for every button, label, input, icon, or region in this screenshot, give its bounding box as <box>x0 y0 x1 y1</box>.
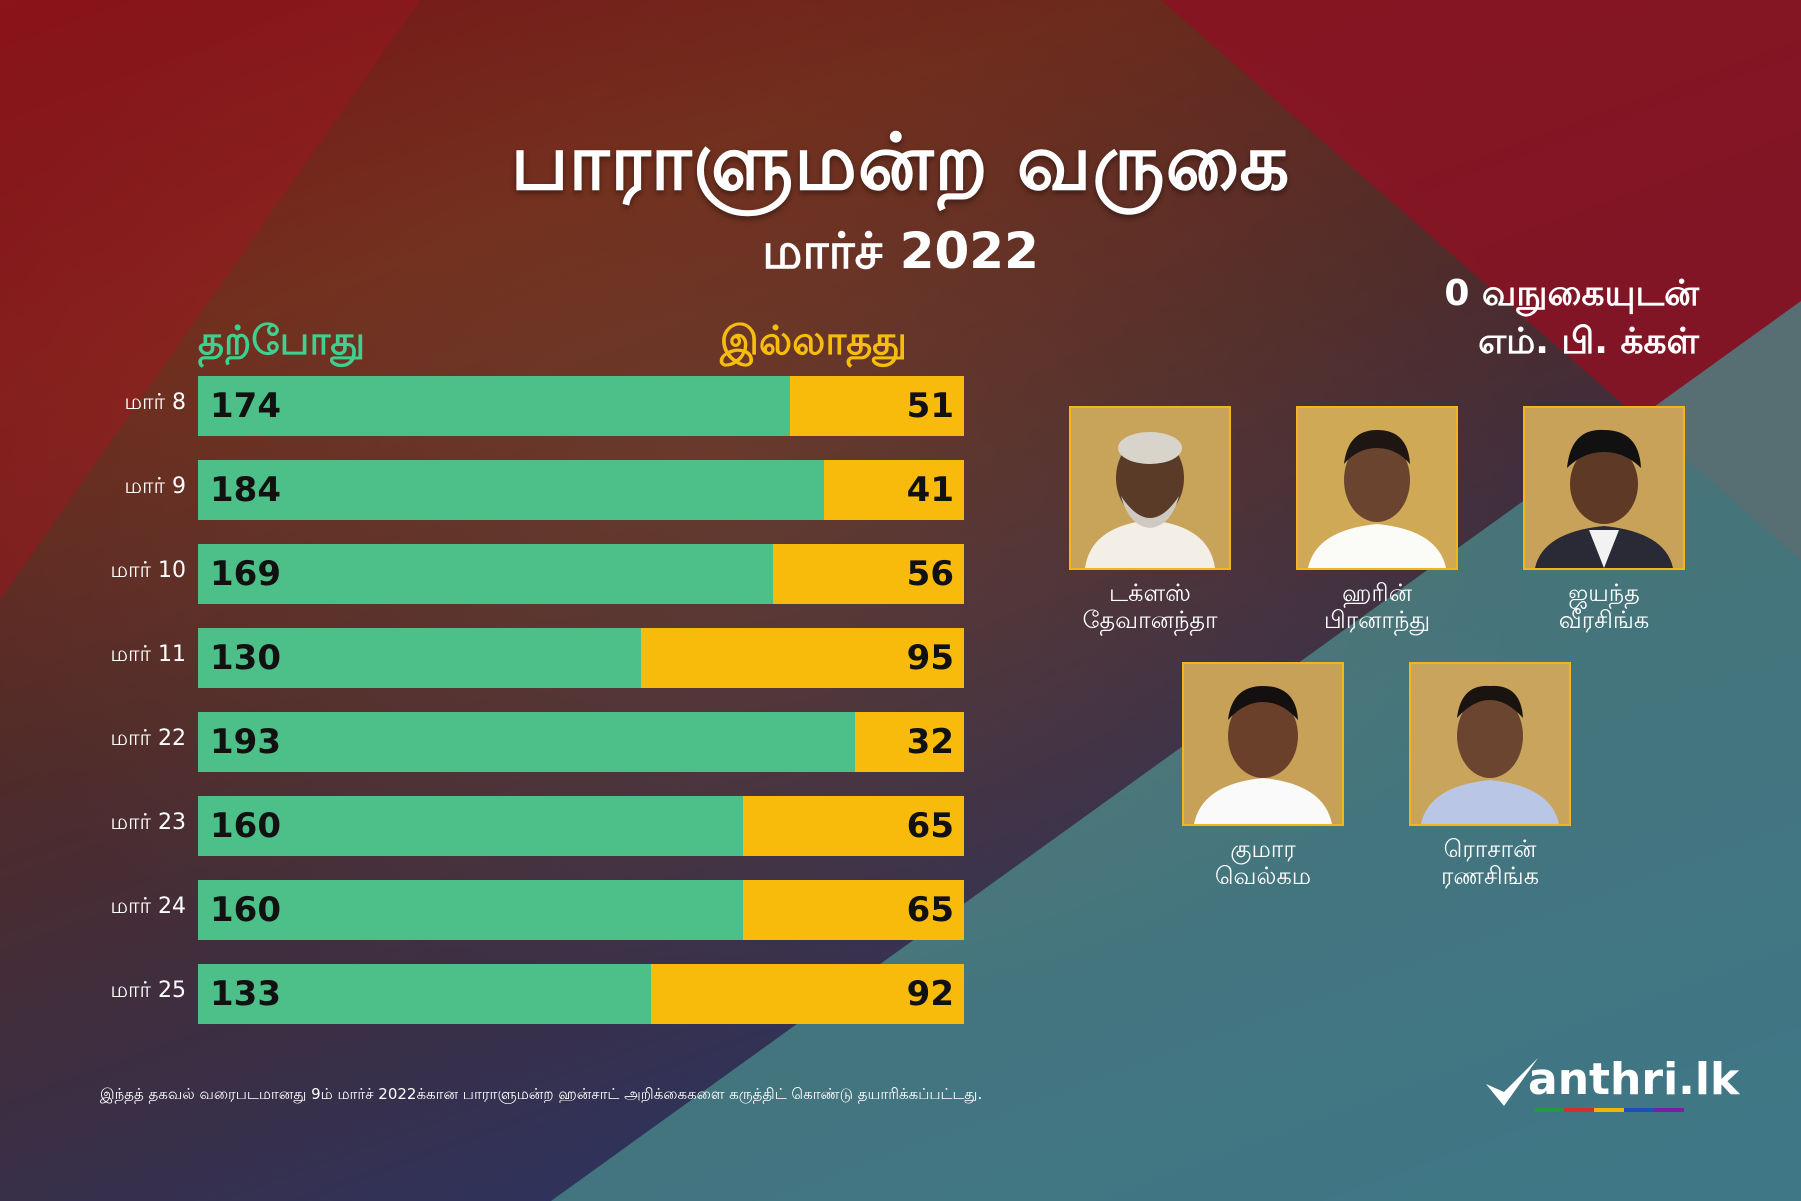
person-portrait-icon <box>1298 408 1456 568</box>
mp-photo <box>1296 406 1458 570</box>
mp-name-line1: டக்ளஸ் <box>1109 579 1191 607</box>
logo-underline-segment <box>1624 1108 1654 1112</box>
mp-photo <box>1182 662 1344 826</box>
bar-segment-absent: 41 <box>824 460 964 520</box>
chart-row: மார் 22 193 32 <box>0 712 980 772</box>
bar-segment-absent: 56 <box>773 544 964 604</box>
stacked-bar: 174 51 <box>198 376 964 436</box>
zero-attendance-heading: 0 வநுகையுடன் எம். பி. க்கள் <box>1279 270 1699 366</box>
value-label-absent: 32 <box>906 722 954 762</box>
value-label-absent: 51 <box>906 386 954 426</box>
value-label-absent: 65 <box>906 890 954 930</box>
stacked-bar: 160 65 <box>198 880 964 940</box>
category-label: மார் 25 <box>110 978 186 1003</box>
category-label: மார் 23 <box>110 810 186 835</box>
legend-present: தற்போது <box>198 318 366 364</box>
mp-photo <box>1409 662 1571 826</box>
mp-name-line2: பிரனாந்து <box>1323 606 1431 634</box>
person-portrait-icon <box>1411 664 1569 824</box>
value-label-absent: 95 <box>906 638 954 678</box>
mp-photo <box>1523 406 1685 570</box>
person-portrait-icon <box>1184 664 1342 824</box>
mp-name-line1: குமார <box>1230 835 1296 863</box>
bar-segment-present: 193 <box>198 712 856 772</box>
page-subtitle: மார்ச் 2022 <box>762 222 1039 280</box>
value-label-present: 184 <box>210 470 281 510</box>
bar-segment-present: 184 <box>198 460 825 520</box>
mp-name-line2: தேவானந்தா <box>1082 606 1218 634</box>
category-label: மார் 24 <box>110 894 186 919</box>
stacked-bar: 184 41 <box>198 460 964 520</box>
mp-name-line1: ஹரின் <box>1342 579 1412 607</box>
mp-name-line1: ரொசான் <box>1443 835 1537 863</box>
mp-name-line2: வெல்கம <box>1214 862 1312 890</box>
value-label-present: 133 <box>210 974 281 1014</box>
bar-segment-present: 160 <box>198 880 743 940</box>
logo-underline-segment <box>1534 1108 1564 1112</box>
stacked-bar: 130 95 <box>198 628 964 688</box>
bar-segment-present: 130 <box>198 628 641 688</box>
chart-row: மார் 10 169 56 <box>0 544 980 604</box>
bar-segment-absent: 65 <box>742 880 964 940</box>
logo-text: anthri.lk <box>1528 1054 1740 1105</box>
logo-underline-segment <box>1594 1108 1624 1112</box>
bar-segment-absent: 51 <box>790 376 964 436</box>
bar-segment-present: 133 <box>198 964 651 1024</box>
value-label-absent: 56 <box>906 554 954 594</box>
stacked-bar: 169 56 <box>198 544 964 604</box>
stacked-bar: 160 65 <box>198 796 964 856</box>
mp-name-line2: ரணசிங்க <box>1440 862 1540 890</box>
bar-segment-absent: 65 <box>742 796 964 856</box>
category-label: மார் 9 <box>124 474 186 499</box>
mp-card: ஹரின் பிரனாந்து <box>1267 406 1487 634</box>
chart-row: மார் 25 133 92 <box>0 964 980 1024</box>
bar-segment-absent: 32 <box>855 712 964 772</box>
bar-segment-present: 169 <box>198 544 774 604</box>
checkmark-icon <box>1486 1058 1538 1106</box>
value-label-present: 169 <box>210 554 281 594</box>
value-label-absent: 41 <box>906 470 954 510</box>
chart-row: மார் 9 184 41 <box>0 460 980 520</box>
value-label-present: 130 <box>210 638 281 678</box>
bar-segment-absent: 95 <box>640 628 964 688</box>
zero-attendance-heading-line2: எம். பி. க்கள் <box>1478 321 1699 362</box>
value-label-present: 160 <box>210 890 281 930</box>
value-label-present: 193 <box>210 722 281 762</box>
category-label: மார் 22 <box>110 726 186 751</box>
stacked-bar: 193 32 <box>198 712 964 772</box>
value-label-absent: 92 <box>906 974 954 1014</box>
category-label: மார் 11 <box>110 642 186 667</box>
category-label: மார் 10 <box>110 558 186 583</box>
value-label-absent: 65 <box>906 806 954 846</box>
bar-segment-present: 160 <box>198 796 743 856</box>
legend-absent: இல்லாதது <box>720 318 907 364</box>
zero-attendance-heading-line1: 0 வநுகையுடன் <box>1444 273 1699 314</box>
brand-logo: anthri.lk <box>1482 1054 1739 1114</box>
logo-underline <box>1534 1108 1684 1112</box>
mp-card: குமார வெல்கம <box>1153 662 1373 890</box>
mp-card: டக்ளஸ் தேவானந்தா <box>1040 406 1260 634</box>
chart-row: மார் 11 130 95 <box>0 628 980 688</box>
mp-card: ரொசான் ரணசிங்க <box>1380 662 1600 890</box>
logo-underline-segment <box>1654 1108 1684 1112</box>
category-label: மார் 8 <box>124 390 186 415</box>
person-portrait-icon <box>1525 408 1683 568</box>
value-label-present: 160 <box>210 806 281 846</box>
mp-name-line2: வீரசிங்க <box>1558 606 1650 634</box>
chart-row: மார் 23 160 65 <box>0 796 980 856</box>
value-label-present: 174 <box>210 386 281 426</box>
chart-row: மார் 8 174 51 <box>0 376 980 436</box>
mp-card: ஜயந்த வீரசிங்க <box>1494 406 1714 634</box>
bar-segment-absent: 92 <box>650 964 964 1024</box>
mp-name-line1: ஜயந்த <box>1568 579 1640 607</box>
person-portrait-icon <box>1071 408 1229 568</box>
page-title: பாராளுமன்ற வருகை <box>510 118 1291 208</box>
logo-underline-segment <box>1564 1108 1594 1112</box>
source-footnote: இந்தத் தகவல் வரைபடமானது 9ம் மார்ச் 2022க… <box>100 1085 983 1103</box>
chart-row: மார் 24 160 65 <box>0 880 980 940</box>
bar-segment-present: 174 <box>198 376 791 436</box>
stacked-bar: 133 92 <box>198 964 964 1024</box>
mp-photo <box>1069 406 1231 570</box>
